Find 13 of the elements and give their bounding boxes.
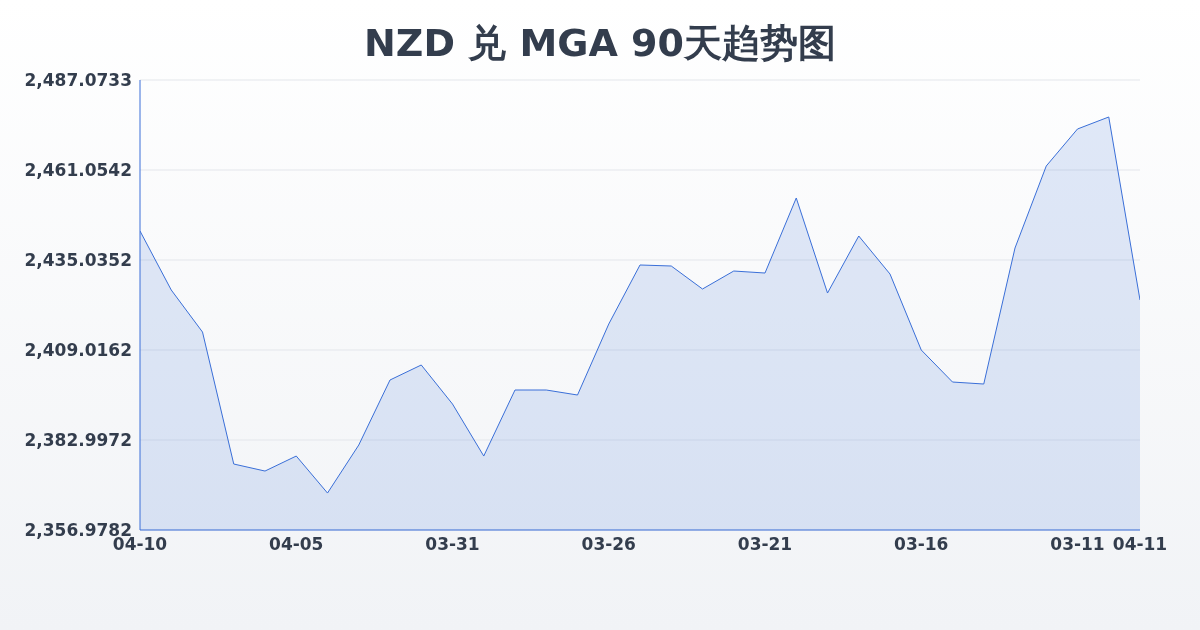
y-tick-label: 2,487.0733 [24, 70, 132, 91]
y-tick-label: 2,435.0352 [24, 250, 132, 271]
y-tick-label: 2,461.0542 [24, 160, 132, 181]
chart-title: NZD 兑 MGA 90天趋势图 [363, 20, 837, 67]
x-tick-label: 03-31 [425, 534, 480, 555]
y-tick-label: 2,409.0162 [24, 340, 132, 361]
x-tick-label: 03-21 [737, 534, 793, 555]
x-tick-label: 03-26 [581, 534, 636, 555]
x-tick-label: 04-05 [269, 534, 324, 555]
y-tick-label: 2,382.9972 [24, 430, 132, 451]
x-tick-label: 03-11 [1050, 534, 1105, 555]
x-tick-label: 04-11 [1112, 534, 1168, 555]
x-tick-label: 03-16 [894, 534, 949, 555]
